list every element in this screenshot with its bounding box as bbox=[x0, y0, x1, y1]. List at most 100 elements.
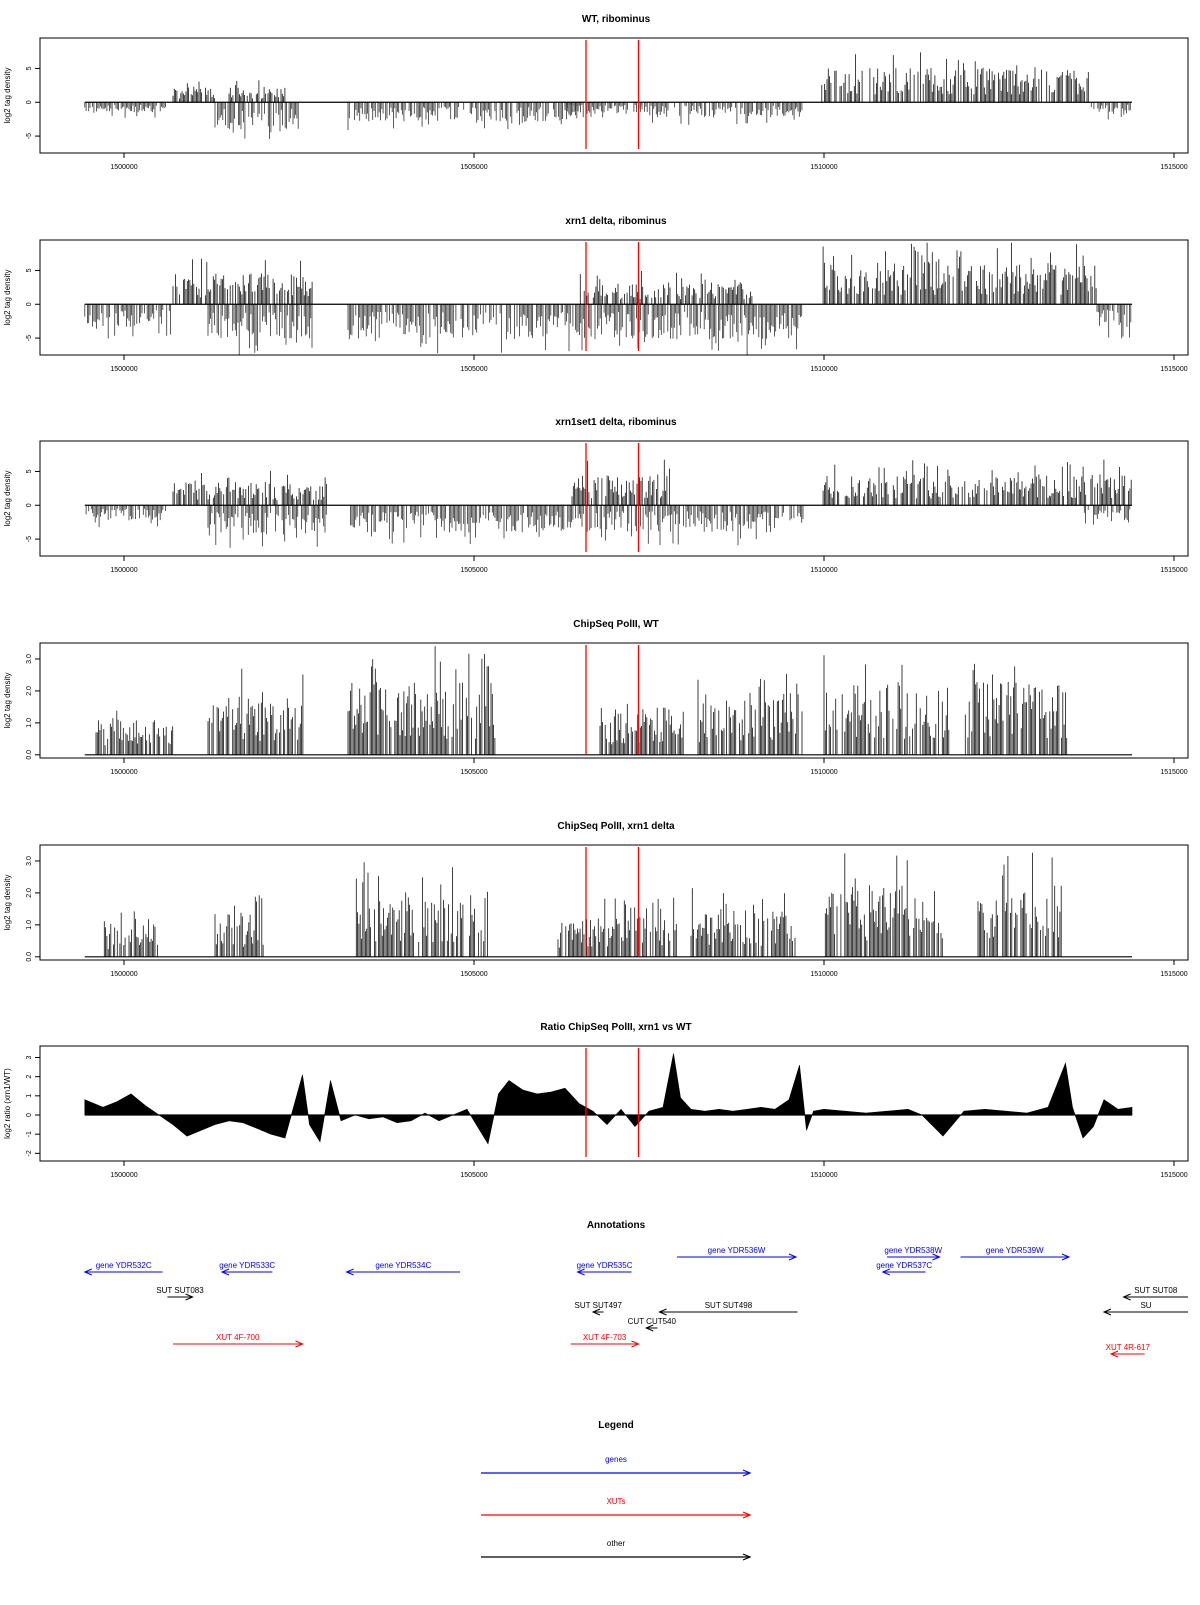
tag-bars bbox=[822, 459, 1132, 506]
x-tick-label: 1515000 bbox=[1160, 164, 1187, 171]
feature-arrowhead bbox=[591, 1308, 601, 1316]
tag-bars bbox=[84, 304, 171, 339]
track-panels: WT, ribominus log2 tag density -5 0 5 1500000… bbox=[3, 14, 1189, 1179]
track-panel: xrn1set1 delta, ribominus log2 tag densit… bbox=[3, 417, 1189, 574]
tag-bars bbox=[207, 668, 304, 755]
tag-bars bbox=[697, 673, 803, 755]
annotation-feature: SUT SUT497 bbox=[575, 1301, 623, 1316]
feature-arrowhead bbox=[881, 1268, 890, 1276]
legend-title: Legend bbox=[598, 1420, 634, 1431]
tag-bars bbox=[214, 895, 264, 957]
x-tick-label: 1505000 bbox=[460, 971, 487, 978]
feature-label: SUT SUT497 bbox=[575, 1301, 623, 1310]
feature-arrowhead bbox=[631, 1340, 640, 1348]
tag-bars bbox=[821, 52, 1089, 103]
feature-arrowhead bbox=[185, 1293, 194, 1301]
tag-bars bbox=[172, 258, 313, 305]
y-axis-label: log2 tag density bbox=[3, 67, 12, 123]
panel-title: WT, ribominus bbox=[582, 14, 651, 25]
y-tick-label: 2 bbox=[26, 1075, 33, 1079]
tag-bars bbox=[355, 862, 488, 957]
track-panel: WT, ribominus log2 tag density -5 0 5 1500000… bbox=[3, 14, 1189, 171]
feature-label: gene YDR533C bbox=[219, 1261, 275, 1270]
tag-bars bbox=[822, 242, 1097, 305]
x-tick-label: 1510000 bbox=[810, 1172, 837, 1179]
legend-arrowhead bbox=[742, 1511, 752, 1519]
legend-item: genes bbox=[481, 1455, 752, 1477]
feature-label: CUT CUT540 bbox=[628, 1317, 677, 1326]
feature-label: XUT 4F-700 bbox=[216, 1333, 260, 1342]
annotation-feature: SUT SUT08 bbox=[1122, 1286, 1188, 1301]
annotation-feature: XUT 4F-703 bbox=[570, 1333, 640, 1348]
feature-arrowhead bbox=[1122, 1293, 1131, 1301]
feature-label: XUT 4R-617 bbox=[1106, 1343, 1151, 1352]
legend-item: other bbox=[481, 1539, 752, 1561]
tag-bars bbox=[103, 911, 158, 957]
plot-frame bbox=[39, 37, 1189, 154]
y-axis-label: log2 tag density bbox=[3, 470, 12, 526]
tag-bars bbox=[964, 663, 1068, 755]
panel-title: ChipSeq PolII, WT bbox=[573, 619, 659, 630]
feature-label: gene YDR538W bbox=[884, 1246, 942, 1255]
feature-label: gene YDR536W bbox=[708, 1246, 766, 1255]
y-tick-label: 1 bbox=[26, 1094, 33, 1098]
track-panel: Ratio ChipSeq PolII, xrn1 vs WT log2 rati… bbox=[3, 1022, 1189, 1179]
x-tick-label: 1505000 bbox=[460, 1172, 487, 1179]
y-tick-label: -2 bbox=[26, 1150, 33, 1156]
annotation-feature: SUT SUT083 bbox=[156, 1286, 204, 1301]
feature-label: gene YDR539W bbox=[986, 1246, 1044, 1255]
y-tick-label: 5 bbox=[26, 469, 33, 473]
y-tick-label: 3.0 bbox=[26, 654, 33, 664]
track-panel: ChipSeq PolII, WT log2 tag density 0.0 1.0 2… bbox=[3, 619, 1189, 776]
legend-label: other bbox=[607, 1539, 626, 1548]
annotations-track: gene YDR532C gene YDR533C gene YDR534C gene… bbox=[83, 1246, 1188, 1358]
annotation-feature: gene YDR538W bbox=[884, 1246, 943, 1261]
x-tick-label: 1515000 bbox=[1160, 769, 1187, 776]
tag-bars bbox=[95, 710, 174, 755]
track-panel: ChipSeq PolII, xrn1 delta log2 tag densit… bbox=[3, 821, 1189, 978]
annotation-feature: gene YDR533C bbox=[219, 1261, 275, 1276]
y-tick-label: 0 bbox=[26, 302, 33, 306]
x-tick-label: 1500000 bbox=[110, 366, 137, 373]
y-tick-label: 5 bbox=[26, 268, 33, 272]
tag-bars bbox=[571, 459, 670, 506]
annotation-feature: gene YDR537C bbox=[876, 1261, 932, 1276]
legend-label: genes bbox=[605, 1455, 627, 1464]
y-tick-label: 0 bbox=[26, 503, 33, 507]
tag-bars bbox=[172, 81, 215, 103]
feature-label: SU bbox=[1140, 1301, 1151, 1310]
annotation-feature: SU bbox=[1102, 1301, 1188, 1316]
y-tick-label: 3 bbox=[26, 1055, 33, 1059]
tag-bars bbox=[347, 646, 496, 755]
y-axis-label: log2 tag density bbox=[3, 269, 12, 325]
feature-label: gene YDR537C bbox=[876, 1261, 932, 1270]
plot-frame bbox=[39, 440, 1189, 557]
feature-arrowhead bbox=[1061, 1253, 1071, 1261]
plot-frame bbox=[39, 1045, 1189, 1162]
y-axis-label: log2 tag density bbox=[3, 672, 12, 728]
tag-bars bbox=[690, 888, 796, 957]
annotation-feature: SUT SUT498 bbox=[658, 1301, 798, 1316]
tag-bars bbox=[1090, 102, 1131, 120]
legend-item: XUTs bbox=[481, 1497, 752, 1519]
y-tick-label: 5 bbox=[26, 66, 33, 70]
x-tick-label: 1510000 bbox=[810, 366, 837, 373]
y-tick-label: -5 bbox=[26, 536, 33, 542]
feature-arrowhead bbox=[1102, 1308, 1112, 1316]
x-tick-label: 1505000 bbox=[460, 769, 487, 776]
legend: genes XUTs other bbox=[481, 1455, 752, 1561]
y-tick-label: 2.0 bbox=[26, 686, 33, 696]
signal-series bbox=[84, 1053, 1133, 1145]
tag-bars bbox=[579, 271, 753, 305]
feature-arrowhead bbox=[295, 1340, 304, 1348]
feature-arrowhead bbox=[644, 1324, 654, 1332]
y-tick-label: 1.0 bbox=[26, 920, 33, 930]
plot-frame bbox=[39, 239, 1189, 356]
x-tick-label: 1510000 bbox=[810, 164, 837, 171]
panel-title: Ratio ChipSeq PolII, xrn1 vs WT bbox=[540, 1022, 691, 1033]
y-tick-label: 0.0 bbox=[26, 952, 33, 962]
annotations-title: Annotations bbox=[587, 1220, 646, 1231]
feature-label: SUT SUT498 bbox=[705, 1301, 753, 1310]
